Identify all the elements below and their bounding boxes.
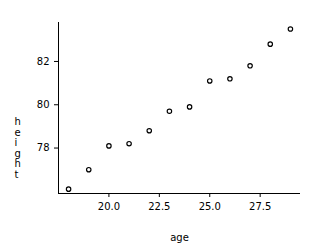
svg-text:27.5: 27.5	[249, 201, 271, 212]
svg-text:80: 80	[37, 99, 50, 110]
svg-text:height: height	[15, 116, 21, 180]
svg-text:22.5: 22.5	[148, 201, 170, 212]
svg-text:age: age	[170, 232, 189, 243]
svg-text:20.0: 20.0	[98, 201, 120, 212]
svg-text:82: 82	[37, 56, 50, 67]
svg-text:78: 78	[37, 142, 50, 153]
svg-text:25.0: 25.0	[199, 201, 221, 212]
